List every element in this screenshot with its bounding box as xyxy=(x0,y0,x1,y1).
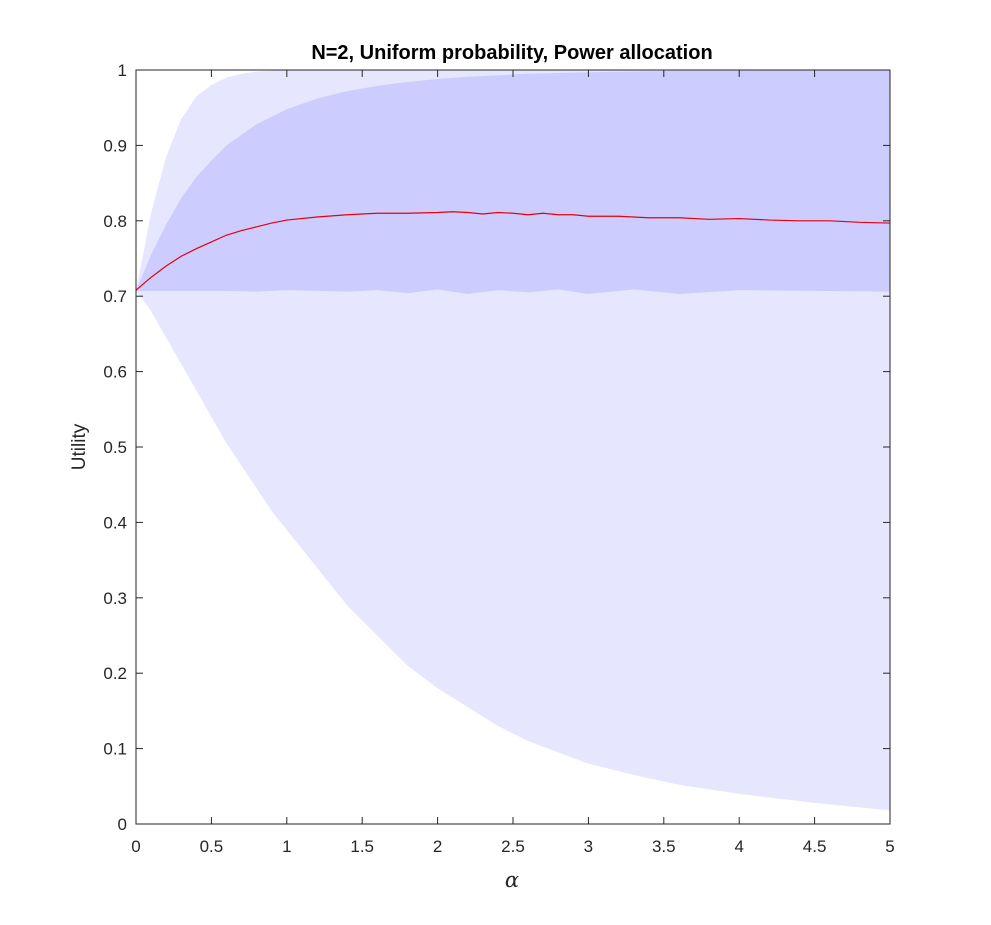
x-tick-label: 0 xyxy=(131,837,140,856)
x-tick-label: 4 xyxy=(734,837,743,856)
x-tick-label: 0.5 xyxy=(200,837,224,856)
mean-line xyxy=(135,211,891,291)
y-tick-label: 0.2 xyxy=(103,664,127,683)
x-tick-label: 4.5 xyxy=(803,837,827,856)
x-tick-label: 3.5 xyxy=(652,837,676,856)
y-tick-label: 0.9 xyxy=(103,136,127,155)
y-tick-label: 0.7 xyxy=(103,287,127,306)
y-tick-label: 0.6 xyxy=(103,363,127,382)
plot-area: 0 0.5 1 1.5 2 2.5 3 3.5 4 4.5 5 0 0.1 0.2 0.3 0.4 0.5 0.6… xyxy=(103,61,894,856)
x-tick-label: 1 xyxy=(282,837,291,856)
x-tick-label: 5 xyxy=(885,837,894,856)
y-tick-label: 0.1 xyxy=(103,740,127,759)
y-tick-label: 0.8 xyxy=(103,212,127,231)
y-tick-label: 0.5 xyxy=(103,438,127,457)
y-tick-label: 1 xyxy=(118,61,127,80)
x-tick-label: 2 xyxy=(433,837,442,856)
x-tick-label: 1.5 xyxy=(350,837,374,856)
y-tick-label: 0.3 xyxy=(103,589,127,608)
inner-band-area xyxy=(136,70,890,294)
chart-title: N=2, Uniform probability, Power allocati… xyxy=(311,42,712,64)
x-tick-label: 2.5 xyxy=(501,837,525,856)
y-axis-label: Utility xyxy=(69,423,90,470)
y-tick-label: 0 xyxy=(118,815,127,834)
x-axis-label: α xyxy=(505,868,519,892)
x-tick-label: 3 xyxy=(584,837,593,856)
y-tick-label: 0.4 xyxy=(103,513,127,532)
